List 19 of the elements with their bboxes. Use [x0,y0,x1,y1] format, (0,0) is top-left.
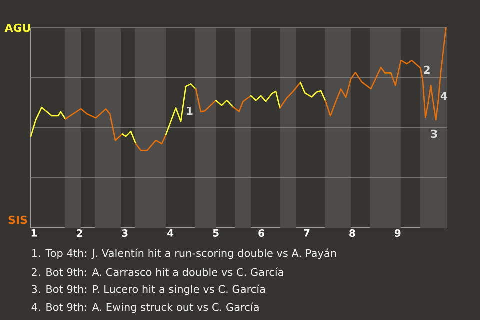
text: AGU [4,24,30,32]
x-tick-label: 5 [213,230,219,237]
annotation: 3 [431,130,438,138]
text: SIS [8,216,28,224]
x-tick-label: 3 [122,230,128,238]
annotation: 2 [424,66,430,74]
x-tick-label: 6 [258,230,264,238]
x-tick-label: 1 [32,230,37,237]
annotation: 4 [440,92,448,100]
text: 3. Bot 9th: P. Lucero hit a single vs C. García [32,284,266,296]
text: 4. Bot 9th: A. Ewing struck out vs C. García [32,302,259,314]
x-tick-label: 9 [394,230,401,238]
text: 2. Bot 9th: A. Carrasco hit a double vs C. García [32,268,284,276]
annotation: 1 [187,106,193,115]
x-tick-label: 4 [168,230,174,237]
text: 1. Top 4th: J. Valentín hit a run-scoring double vs A. Payán [32,248,336,260]
x-tick-label: 8 [350,230,356,238]
x-tick-label: 7 [304,230,310,237]
x-tick-label: 2 [76,230,82,237]
